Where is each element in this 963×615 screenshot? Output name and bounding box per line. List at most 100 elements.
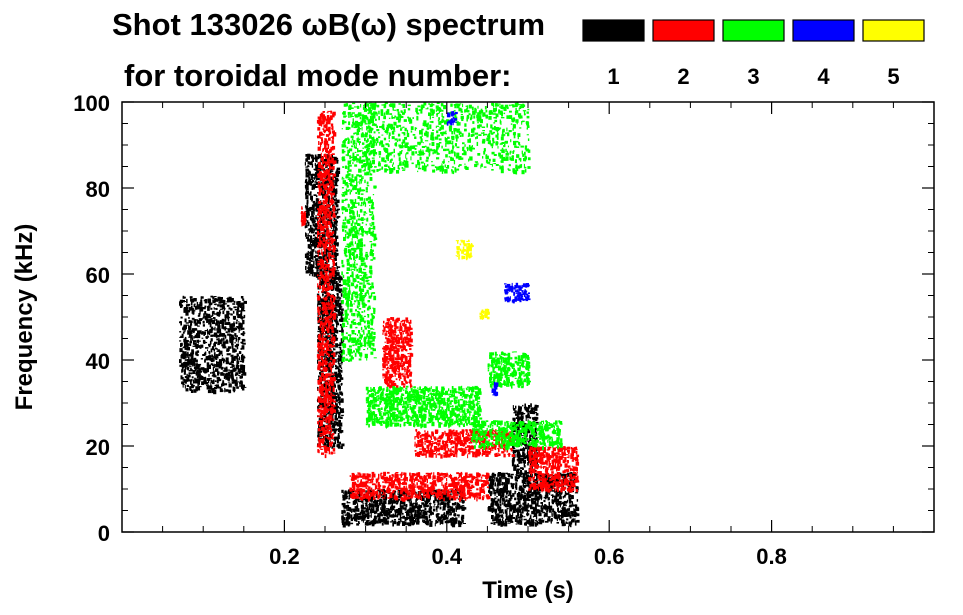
spectral-mark xyxy=(313,229,316,231)
spectral-mark xyxy=(309,241,312,245)
spectral-mark xyxy=(203,341,206,343)
spectral-mark xyxy=(496,484,499,487)
spectral-mark xyxy=(210,382,212,386)
spectral-mark xyxy=(321,185,324,190)
spectral-mark xyxy=(189,343,192,346)
spectral-mark xyxy=(240,375,243,379)
spectral-mark xyxy=(230,331,235,333)
spectral-mark xyxy=(213,379,215,381)
spectral-mark xyxy=(189,330,193,334)
spectral-mark xyxy=(518,432,522,436)
spectral-mark xyxy=(548,510,552,513)
spectral-mark xyxy=(317,415,320,418)
spectral-mark xyxy=(321,169,325,171)
spectral-mark xyxy=(364,516,366,521)
spectral-mark xyxy=(539,519,543,525)
spectral-mark xyxy=(238,329,240,333)
spectral-mark xyxy=(230,375,233,378)
spectral-mark xyxy=(239,360,242,363)
spectral-mark xyxy=(190,380,192,385)
spectral-mark xyxy=(321,313,325,317)
spectral-mark xyxy=(338,363,340,366)
spectral-mark xyxy=(462,523,466,524)
spectral-mark xyxy=(380,493,383,496)
spectral-mark xyxy=(324,139,327,141)
spectral-mark xyxy=(215,319,218,323)
spectral-mark xyxy=(189,365,192,367)
spectral-mark xyxy=(491,473,494,478)
spectral-mark xyxy=(519,496,522,501)
spectral-mark xyxy=(556,502,559,506)
spectral-mark xyxy=(489,482,491,486)
spectral-mark xyxy=(315,254,319,258)
spectral-mark xyxy=(333,442,336,444)
spectral-mark xyxy=(333,226,335,231)
spectral-mark xyxy=(230,308,233,311)
spectral-mark xyxy=(529,494,533,497)
spectral-mark xyxy=(322,255,324,260)
spectral-mark xyxy=(219,310,221,313)
spectral-mark xyxy=(301,216,304,219)
spectral-mark xyxy=(458,523,462,528)
spectral-mark xyxy=(362,520,364,523)
spectral-mark xyxy=(187,305,190,307)
spectral-mark xyxy=(526,407,530,410)
spectral-mark xyxy=(239,385,241,388)
spectral-mark xyxy=(543,496,546,499)
spectral-mark xyxy=(181,381,185,384)
spectral-mark xyxy=(517,451,521,456)
spectral-mark xyxy=(356,515,360,520)
spectral-mark xyxy=(318,389,320,393)
spectral-mark xyxy=(308,154,310,159)
spectral-mark xyxy=(335,302,339,307)
spectral-mark xyxy=(341,489,344,493)
spectral-mark xyxy=(326,385,328,388)
spectral-mark xyxy=(308,161,310,163)
spectral-mark xyxy=(219,359,222,364)
spectral-mark xyxy=(451,497,454,501)
spectral-mark xyxy=(520,415,524,419)
spectral-mark xyxy=(315,168,318,172)
spectral-mark xyxy=(231,313,233,316)
spectral-mark xyxy=(219,298,223,303)
spectral-mark xyxy=(498,515,500,518)
spectral-mark xyxy=(338,309,341,314)
spectral-mark xyxy=(340,356,342,361)
spectral-mark xyxy=(510,504,513,507)
spectral-mark xyxy=(341,326,344,331)
spectral-mark xyxy=(370,489,373,494)
spectral-mark xyxy=(336,358,339,360)
spectral-mark xyxy=(193,361,196,367)
spectral-mark xyxy=(411,503,414,507)
spectral-mark xyxy=(219,332,222,335)
spectral-mark xyxy=(373,502,376,504)
spectral-mark xyxy=(454,502,456,506)
spectral-mark xyxy=(335,190,338,194)
spectral-mark xyxy=(325,183,328,186)
spectral-mark xyxy=(319,235,322,238)
spectral-mark xyxy=(331,324,335,326)
spectral-mark xyxy=(186,346,188,350)
spectral-mark xyxy=(331,154,333,157)
spectral-mark xyxy=(501,521,503,526)
spectral-mark xyxy=(315,195,318,198)
spectral-mark xyxy=(333,159,337,161)
spectral-mark xyxy=(576,499,579,502)
spectral-mark xyxy=(506,491,509,493)
spectral-mark xyxy=(349,494,351,498)
spectral-mark xyxy=(502,517,504,520)
spectral-mark xyxy=(443,512,446,515)
spectral-mark xyxy=(494,494,497,496)
spectral-mark xyxy=(420,505,423,508)
spectral-mark xyxy=(445,517,449,520)
spectral-mark xyxy=(393,514,397,518)
spectral-mark xyxy=(181,353,183,356)
spectral-mark xyxy=(327,371,332,373)
spectral-mark xyxy=(228,307,231,310)
spectral-mark xyxy=(188,326,192,331)
spectral-mark xyxy=(536,509,538,514)
spectral-mark xyxy=(332,318,334,320)
spectral-mark xyxy=(428,490,432,495)
spectral-mark xyxy=(320,210,323,215)
spectral-mark xyxy=(305,168,309,172)
